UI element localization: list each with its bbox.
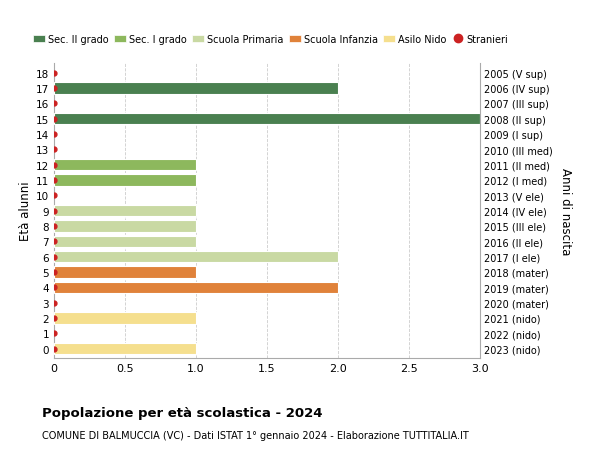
Bar	[54, 282, 338, 293]
Bar	[54, 236, 196, 247]
Bar	[54, 175, 196, 186]
Y-axis label: Età alunni: Età alunni	[19, 181, 32, 241]
Text: Popolazione per età scolastica - 2024: Popolazione per età scolastica - 2024	[42, 406, 323, 419]
Bar	[54, 114, 480, 125]
Bar	[54, 343, 196, 354]
Text: COMUNE DI BALMUCCIA (VC) - Dati ISTAT 1° gennaio 2024 - Elaborazione TUTTITALIA.: COMUNE DI BALMUCCIA (VC) - Dati ISTAT 1°…	[42, 431, 469, 441]
Bar	[54, 313, 196, 324]
Bar	[54, 221, 196, 232]
Bar	[54, 206, 196, 217]
Bar	[54, 267, 196, 278]
Bar	[54, 159, 196, 171]
Legend: Sec. II grado, Sec. I grado, Scuola Primaria, Scuola Infanzia, Asilo Nido, Stran: Sec. II grado, Sec. I grado, Scuola Prim…	[29, 31, 512, 49]
Y-axis label: Anni di nascita: Anni di nascita	[559, 168, 572, 255]
Bar	[54, 83, 338, 95]
Bar	[54, 251, 338, 263]
